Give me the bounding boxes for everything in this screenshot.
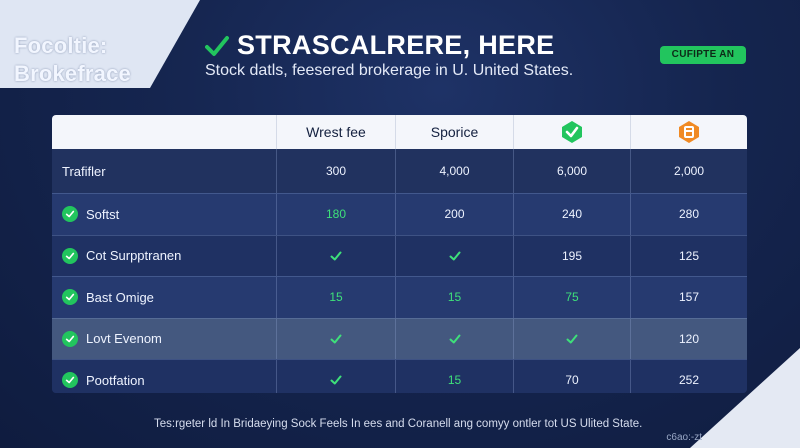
table-cell: 2,000 (673, 164, 705, 178)
green-check-badge-icon (562, 121, 582, 143)
table-cell: 75 (514, 277, 631, 318)
cta-button[interactable]: CUFIPTE AN (660, 46, 746, 64)
table-row-trafifler: Trafifler 300 4,000 6,000 2,000 (52, 149, 747, 193)
header-cell-orange-badge (631, 115, 747, 149)
page-subtitle: Stock datls, feesered brokerage in U. Un… (205, 62, 574, 79)
table-cell: 15 (396, 277, 514, 318)
header-cell-wrest-fee: Wrest fee (277, 115, 396, 149)
check-circle-icon (62, 206, 78, 223)
table-cell: 125 (678, 248, 700, 263)
check-icon (277, 235, 396, 276)
row-label-cell: Pootfation (52, 360, 277, 393)
check-icon (396, 235, 514, 276)
header-cell-empty (52, 115, 277, 149)
table-header-row: Wrest fee Sporice (52, 115, 747, 149)
row-label-cell: Bast Omige (52, 277, 277, 318)
table-cell: 200 (396, 194, 514, 235)
table-cell: 280 (678, 207, 700, 222)
check-icon (277, 318, 396, 359)
check-circle-icon (62, 372, 78, 389)
table-cell: 300 (277, 149, 396, 193)
brand-line-2: Brokefrace (14, 61, 131, 86)
table-cell: 120 (678, 331, 700, 346)
table-cell: 240 (514, 194, 631, 235)
table-cell: 15 (277, 277, 396, 318)
check-icon (396, 318, 514, 359)
row-label-cell: Cot Surpptranen (52, 235, 277, 276)
row-label: Bast Omige (86, 289, 154, 305)
table-cell: 180 (277, 194, 396, 235)
table-cell: 195 (514, 235, 631, 276)
row-label: Softst (86, 206, 120, 222)
row-label: Trafifler (52, 149, 277, 193)
table-cell: 157 (678, 290, 700, 305)
table-cell: 252 (678, 373, 700, 388)
table-cell: 4,000 (396, 149, 514, 193)
check-icon (205, 35, 229, 56)
table-body: Softst 180 200 240 280 Cot Surpptranen 195 125 B… (52, 193, 747, 393)
footnote: Tes:rgeter ld In Bridaeying Sock Feels I… (154, 418, 643, 430)
header-cell-green-badge (514, 115, 631, 149)
table-cell: 15 (396, 360, 514, 393)
table-row: Softst 180 200 240 280 (52, 193, 747, 235)
row-label: Cot Surpptranen (86, 248, 182, 264)
table-cell: 6,000 (514, 149, 631, 193)
title-row: STRASCALRERE, HERE (205, 30, 554, 61)
check-circle-icon (62, 330, 78, 347)
row-label-cell: Softst (52, 194, 277, 235)
footnote-small: c6ao:-zt (666, 432, 702, 443)
orange-badge-icon (679, 121, 699, 143)
page-title: STRASCALRERE, HERE (237, 30, 555, 60)
table-cell: 70 (514, 360, 631, 393)
header-cell-sporice: Sporice (396, 115, 514, 149)
table-row: Bast Omige 15 15 75 157 (52, 276, 747, 318)
table-row: Pootfation 15 70 252 (52, 359, 747, 393)
check-circle-icon (62, 247, 78, 264)
check-icon (277, 360, 396, 393)
row-label: Pootfation (86, 372, 145, 388)
row-label-cell: Lovt Evenom (52, 318, 277, 359)
comparison-table: Wrest fee Sporice Trafifler 300 4,000 6,… (52, 115, 747, 393)
check-icon (514, 318, 631, 359)
table-row: Lovt Evenom 120 (52, 317, 747, 359)
brand-line-1: Focoltie: (14, 33, 108, 58)
row-label: Lovt Evenom (86, 331, 162, 347)
brand-logo-text: Focoltie: Brokefrace (14, 32, 164, 88)
check-circle-icon (62, 289, 78, 306)
table-row: Cot Surpptranen 195 125 (52, 234, 747, 276)
